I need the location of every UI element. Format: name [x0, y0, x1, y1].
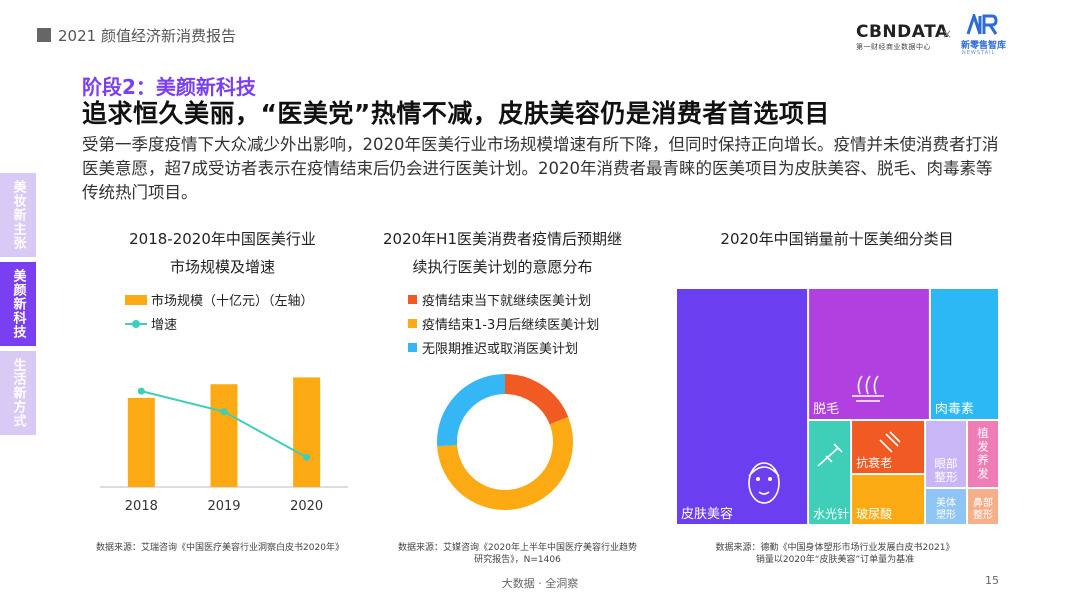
dropper-icon [879, 431, 901, 453]
chart3-treemap-cell [926, 421, 967, 488]
chart1-x-tick-label: 2020 [290, 499, 323, 514]
newretail-logo-name: 新零售智库 [961, 41, 1007, 51]
chart3-cell-label: 抗衰老 [856, 455, 892, 470]
chart2-legend-label-2: 疫情结束1-3月后继续医美计划 [422, 318, 600, 333]
chart3-source: 数据来源：德勤《中国身体塑形市场行业发展白皮书2021》 销量以2020年“皮肤… [680, 542, 990, 566]
chart1-legend-line: 增速 [125, 314, 177, 333]
header-square-icon [37, 28, 51, 42]
chart2-legend-label-3: 无限期推迟或取消医美计划 [422, 342, 579, 357]
chart1-legend-line-label: 增速 [151, 318, 178, 333]
chart1-growth-point [303, 453, 311, 461]
chart1-x-tick-label: 2019 [207, 499, 240, 514]
legend-swatch-orange [408, 295, 417, 304]
chart3-cell-label: 眼部整形 [935, 457, 958, 485]
chart3-treemap-cell [926, 489, 967, 524]
chart3-cell-label: 玻尿酸 [856, 506, 892, 521]
chart1-source: 数据来源：艾瑞咨询《中国医疗美容行业洞察白皮书2020年》 [96, 543, 344, 553]
chart1-x-tick-label: 2018 [125, 499, 158, 514]
chart3-cell-label: 植发养发 [977, 426, 989, 481]
chart3-title: 2020年中国销量前十医美细分类目 [720, 230, 954, 248]
chart2-source: 数据来源：艾媒咨询《2020年上半年中国医疗美容行业趋势 研究报告》，N=140… [370, 542, 665, 566]
logo-separator: × [942, 27, 953, 41]
side-tab-beauty-tech[interactable]: 美颜新科技 [0, 262, 36, 346]
side-tab-lifestyle[interactable]: 生活新方式 [0, 351, 36, 435]
chart2-svg [437, 374, 573, 510]
chart3-treemap-cell [809, 421, 851, 524]
chart2-title: 2020年H1医美消费者疫情后预期继 续执行医美计划的意愿分布 [370, 225, 635, 281]
chart1-svg: 2018 2019 2020 [100, 377, 348, 514]
legend-swatch-yellow [408, 319, 417, 328]
chart1-growth-point [137, 387, 145, 395]
chart2-source-line2: 研究报告》，N=1406 [474, 555, 561, 565]
stage-label: 阶段2：美颜新科技 [82, 75, 256, 99]
chart3-treemap-cell [677, 289, 808, 524]
face-mask-icon [748, 462, 780, 504]
footer-tagline: 大数据 · 全洞察 [501, 577, 579, 590]
chart3-treemap-cell [930, 289, 998, 420]
legend-swatch-blue [408, 343, 417, 352]
newretail-logo-icon [966, 14, 998, 35]
chart1-growth-point [220, 408, 228, 416]
chart1-title-line2: 市场规模及增速 [169, 258, 275, 276]
chart1-bar [127, 397, 155, 487]
chart3-treemap-cell [968, 421, 998, 488]
chart2-source-line1: 数据来源：艾媒咨询《2020年上半年中国医疗美容行业趋势 [398, 543, 637, 553]
chart3-cell-label: 皮肤美容 [681, 506, 733, 522]
chart3-cell-label: 鼻部整形 [973, 496, 993, 521]
cbndata-logo: CBNDATA [856, 22, 949, 42]
page-number: 15 [985, 574, 999, 587]
chart1-title: 2018-2020年中国医美行业 市场规模及增速 [95, 225, 350, 281]
chart2-legend-item-1: 疫情结束当下就继续医美计划 [408, 290, 591, 309]
side-tab-beauty-trends[interactable]: 美妆新主张 [0, 173, 36, 257]
chart3-source-line1: 数据来源：德勤《中国身体塑形市场行业发展白皮书2021》 [715, 543, 955, 553]
chart3-cell-label: 水光针 [813, 506, 849, 521]
page-headline: 追求恒久美丽，“医美党”热情不减，皮肤美容仍是消费者首选项目 [82, 99, 830, 128]
chart1-bar [293, 377, 321, 487]
chart2-donut-slice [437, 374, 506, 447]
chart3-treemap-cell [852, 475, 925, 524]
chart2-title-line1: 2020年H1医美消费者疫情后预期继 [383, 230, 622, 248]
chart1-legend-bar: 市场规模（十亿元）（左轴） [125, 290, 314, 309]
chart3-cell-label: 肉毒素 [935, 402, 974, 417]
chart3-source-line2: 销量以2020年“皮肤美容”订单量为基准 [755, 555, 915, 565]
chart3-treemap-cell [968, 489, 998, 524]
chart2-legend-label-1: 疫情结束当下就继续医美计划 [422, 294, 592, 309]
chart2-donut-slice [437, 416, 573, 510]
hair-removal-icon [852, 375, 884, 402]
line-legend-swatch [125, 319, 147, 329]
chart3-cell-label: 脱毛 [813, 402, 839, 417]
chart2-legend-item-2: 疫情结束1-3月后继续医美计划 [408, 314, 599, 333]
chart1-bar [210, 384, 238, 487]
chart1-legend-bar-label: 市场规模（十亿元）（左轴） [151, 294, 314, 309]
chart1-title-line1: 2018-2020年中国医美行业 [129, 230, 316, 248]
chart3-cell-label: 美体塑形 [936, 496, 956, 521]
intro-paragraph: 受第一季度疫情下大众减少外出影响，2020年医美行业市场规模增速有所下降，但同时… [82, 135, 999, 202]
report-title: 2021 颜值经济新消费报告 [58, 27, 236, 45]
syringe-icon [817, 443, 843, 467]
chart2-legend-item-3: 无限期推迟或取消医美计划 [408, 338, 578, 357]
cbndata-logo-subtitle: 第一财经商业数据中心 [856, 43, 931, 51]
chart2-donut-slice [504, 374, 569, 425]
chart2-title-line2: 续执行医美计划的意愿分布 [412, 258, 593, 276]
newretail-logo-subtitle: NEWSTAIL [962, 50, 996, 56]
chart3-treemap-cell [809, 289, 929, 420]
bar-legend-swatch [125, 294, 147, 305]
